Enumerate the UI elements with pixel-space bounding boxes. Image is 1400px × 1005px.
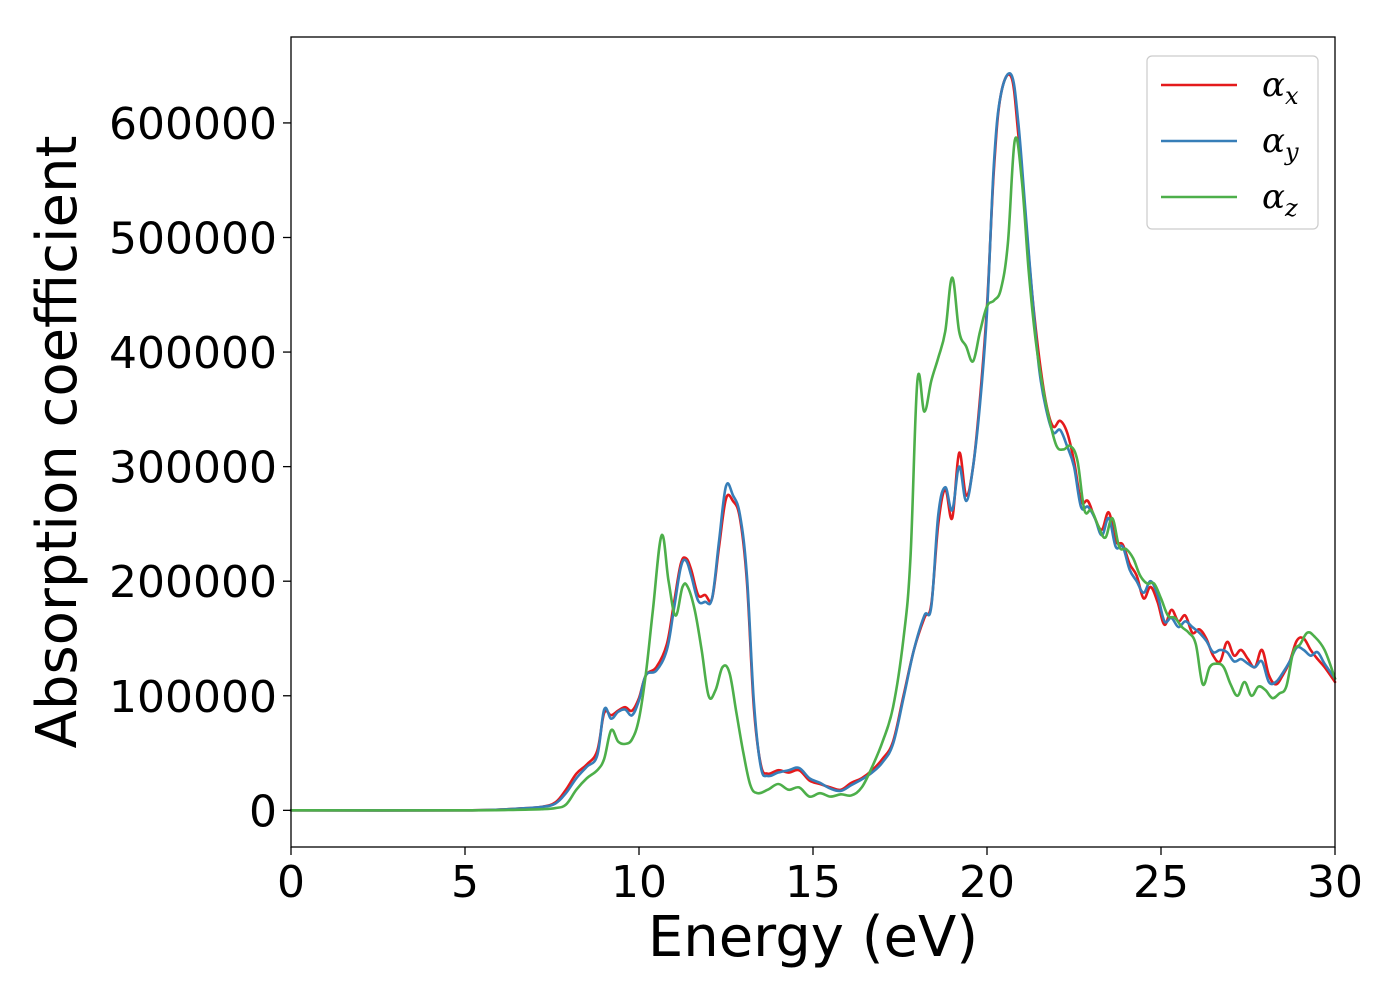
y-tick-label: 600000 (109, 99, 277, 150)
y-tick-label: 100000 (109, 672, 277, 723)
legend-box (1146, 55, 1319, 230)
y-axis: 0 100000 200000 300000 400000 500000 600000 (109, 99, 291, 837)
y-tick-label: 500000 (109, 213, 277, 264)
series-line-alpha-z (289, 136, 1337, 812)
series-layer (289, 72, 1337, 812)
legend-label-alpha-y: αy (1262, 121, 1299, 166)
legend-label-alpha-x: αx (1262, 65, 1299, 110)
x-tick-label: 30 (1307, 857, 1363, 908)
y-tick-label: 400000 (109, 328, 277, 379)
legend: αx αy αz (1146, 55, 1319, 230)
x-tick-label: 10 (611, 857, 667, 908)
legend-label-alpha-z: αz (1262, 177, 1298, 222)
y-axis-title: Absorption coefficient (25, 136, 90, 749)
x-axis: 0 5 10 15 20 25 30 (277, 847, 1363, 908)
x-tick-label: 5 (451, 857, 479, 908)
x-tick-label: 20 (959, 857, 1015, 908)
y-tick-label: 200000 (109, 557, 277, 608)
y-tick-label: 300000 (109, 443, 277, 494)
y-tick-label: 0 (249, 786, 277, 837)
x-axis-title: Energy (eV) (648, 905, 978, 970)
x-tick-label: 15 (785, 857, 841, 908)
x-tick-label: 0 (277, 857, 305, 908)
x-tick-label: 25 (1133, 857, 1189, 908)
series-line-alpha-y (289, 72, 1337, 812)
